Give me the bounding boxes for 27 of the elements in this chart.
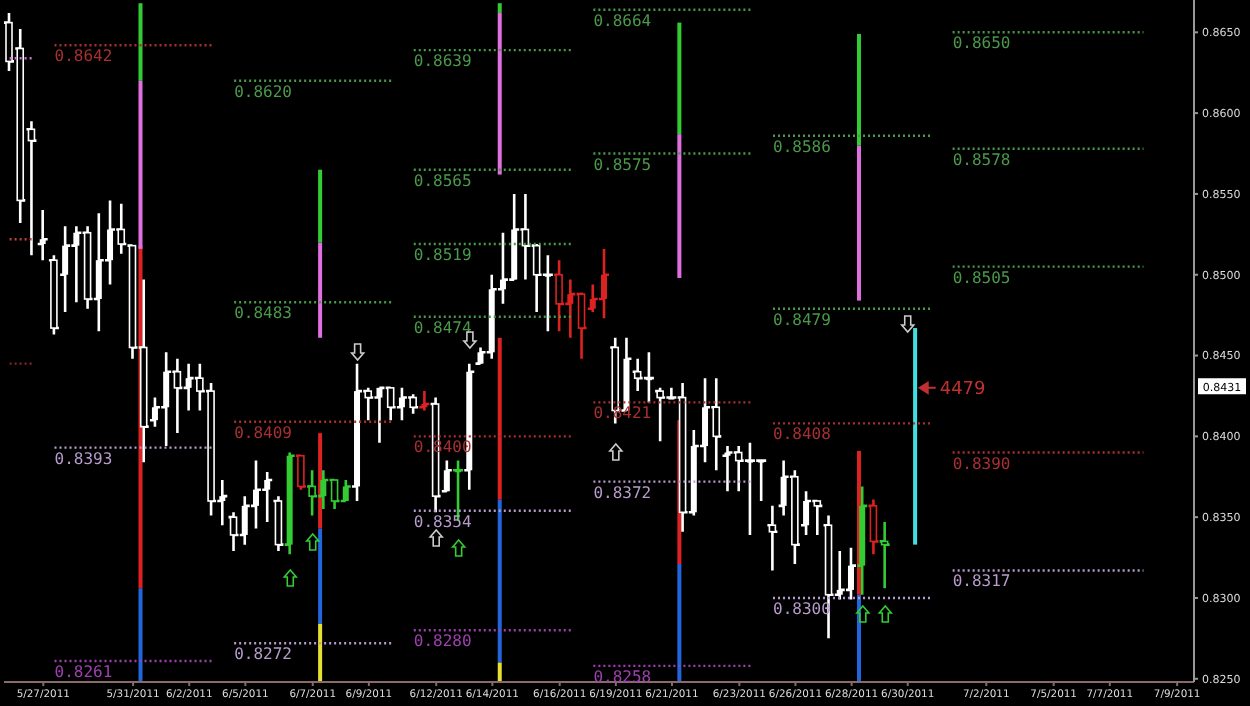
data-label: 0.8479 xyxy=(773,310,832,329)
data-label: 0.8317 xyxy=(952,572,1011,591)
data-label: 0.8409 xyxy=(234,423,293,442)
candlestick xyxy=(768,504,777,572)
data-label: 0.8280 xyxy=(413,632,472,651)
data-label: 0.8575 xyxy=(593,155,652,174)
data-label: 0.8272 xyxy=(234,645,293,664)
data-label: 0.8390 xyxy=(952,454,1011,473)
data-label: 0.8586 xyxy=(773,137,832,156)
data-label: 0.8474 xyxy=(413,318,472,337)
data-label: 0.8642 xyxy=(54,47,113,66)
data-label: 0.8639 xyxy=(413,52,472,71)
data-label: 0.8393 xyxy=(54,449,113,468)
data-label: 0.8664 xyxy=(593,11,652,30)
data-label: 0.8372 xyxy=(593,483,652,502)
data-label: 0.8578 xyxy=(952,150,1011,169)
data-label: 0.8483 xyxy=(234,304,293,323)
data-label: 0.8408 xyxy=(773,425,832,444)
data-label: 0.8354 xyxy=(413,512,472,531)
data-label: 0.8505 xyxy=(952,268,1011,287)
data-label: 0.8620 xyxy=(234,82,293,101)
candlestick xyxy=(274,494,283,553)
data-label: 0.8565 xyxy=(413,171,472,190)
data-label: 0.8519 xyxy=(413,246,472,265)
data-label: 0.8261 xyxy=(54,662,113,681)
data-label: 0.8650 xyxy=(952,34,1011,53)
annotation: 4479 xyxy=(939,379,987,400)
